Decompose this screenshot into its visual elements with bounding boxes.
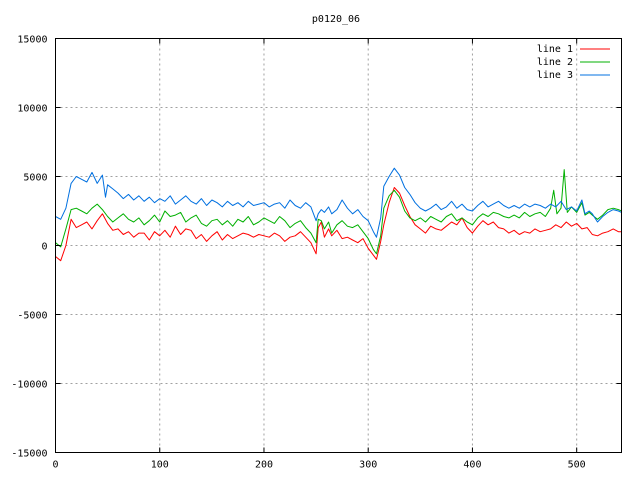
series-line-1	[55, 187, 622, 262]
legend-label: line 1	[537, 44, 573, 55]
y-tick-label: 5000	[23, 173, 47, 184]
y-tick-label: 0	[41, 242, 47, 253]
legend-label: line 3	[537, 70, 573, 81]
x-tick-label: 0	[52, 460, 58, 471]
series-line-3	[55, 167, 622, 238]
x-tick-label: 100	[151, 460, 169, 471]
y-tick-label: 15000	[17, 35, 47, 46]
series-line-2	[55, 169, 622, 255]
y-tick-label: -5000	[17, 311, 47, 322]
legend-label: line 2	[537, 57, 573, 68]
y-tick-label: -15000	[11, 449, 47, 460]
x-tick-label: 400	[463, 460, 481, 471]
y-tick-label: -10000	[11, 380, 47, 391]
legend: line 1 line 2 line 3	[537, 44, 610, 81]
axis-ticks: 0 100 200 300 400 500 -15000 -10000 -5000 0 5000 10…	[11, 35, 622, 471]
x-tick-label: 500	[568, 460, 586, 471]
series-group	[55, 167, 622, 262]
y-tick-label: 10000	[17, 104, 47, 115]
x-tick-label: 300	[359, 460, 377, 471]
x-tick-label: 200	[255, 460, 273, 471]
grid	[55, 38, 622, 453]
chart-title: p0120_06	[312, 14, 360, 25]
